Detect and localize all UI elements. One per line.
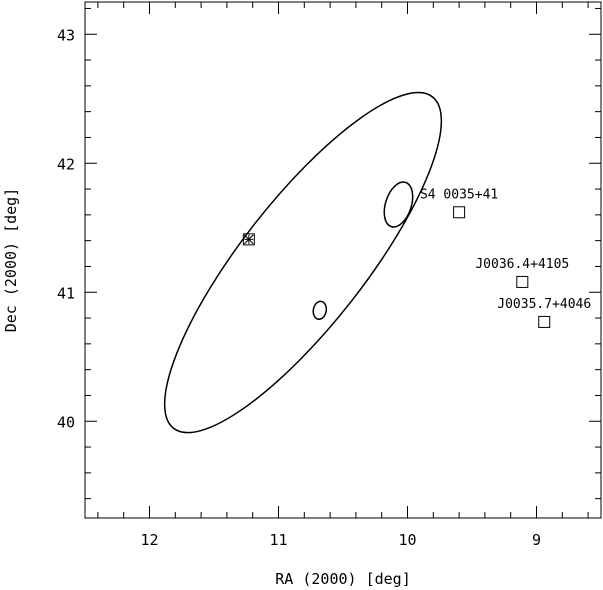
error-ellipses: [163, 91, 443, 434]
error-ellipse: [312, 300, 328, 321]
source-asterisk-square: [242, 233, 255, 246]
source-square: [538, 315, 551, 328]
y-tick-label: 42: [57, 155, 75, 173]
y-axis-label: Dec (2000) [deg]: [2, 188, 20, 333]
plot-frame: [84, 1, 602, 519]
y-tick-label: 41: [57, 284, 75, 302]
source-square: [453, 206, 466, 219]
source-markers: S4 0035+41 J0036.4+4105 J0035.7+4046: [242, 187, 591, 328]
axis-ticks: [85, 2, 601, 518]
x-tick-label: 11: [269, 531, 287, 549]
x-tick-label: 9: [532, 531, 541, 549]
y-tick-label: 43: [57, 26, 75, 44]
source-label: J0035.7+4046: [497, 297, 591, 312]
error-ellipse: [163, 91, 443, 434]
error-ellipse: [383, 181, 414, 228]
y-tick-label: 40: [57, 413, 75, 431]
source-square: [516, 275, 529, 288]
x-tick-label: 12: [140, 531, 158, 549]
source-label: J0036.4+4105: [475, 257, 569, 272]
source-label: S4 0035+41: [420, 187, 498, 202]
x-tick-label: 10: [398, 531, 416, 549]
tick-labels: 12 11 10 9 40 41 42 43: [57, 26, 541, 549]
x-axis-label: RA (2000) [deg]: [275, 570, 410, 588]
asterisk-stroke: [243, 234, 254, 245]
